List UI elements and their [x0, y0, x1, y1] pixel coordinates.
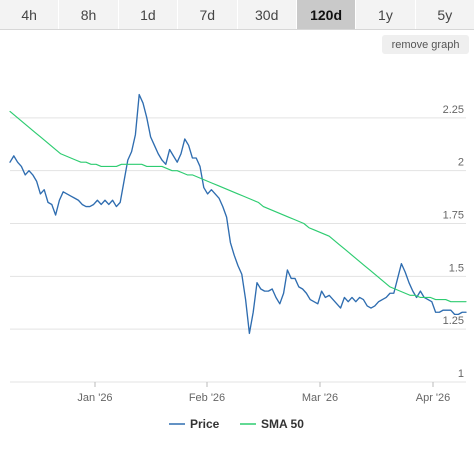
- tab-120d[interactable]: 120d: [296, 0, 357, 29]
- y-tick-label: 1: [458, 368, 464, 380]
- tab-30d[interactable]: 30d: [238, 0, 297, 29]
- sma-50-line: [9, 110, 467, 303]
- price-chart: 1 1.25 1.5 1.75 2 2.25 Jan '26 Feb '26 Mar '26 Ap…: [0, 55, 474, 455]
- y-tick-label: 2.25: [443, 104, 464, 116]
- x-tick-label: Jan '26: [77, 392, 112, 404]
- tab-1y[interactable]: 1y: [356, 0, 416, 29]
- legend-label-price[interactable]: Price: [190, 417, 220, 431]
- x-tick-label: Feb '26: [189, 392, 225, 404]
- tab-4h[interactable]: 4h: [0, 0, 60, 29]
- remove-graph-button[interactable]: remove graph: [382, 35, 469, 54]
- tab-5y[interactable]: 5y: [437, 6, 453, 23]
- x-tick-label: Mar '26: [302, 392, 338, 404]
- tab-8h[interactable]: 8h: [59, 0, 119, 29]
- legend-label-sma-50[interactable]: SMA 50: [261, 417, 304, 431]
- x-tick-label: Apr '26: [416, 392, 451, 404]
- y-tick-label: 1.5: [449, 262, 464, 274]
- y-tick-label: 1.25: [443, 315, 464, 327]
- chart-svg: 1 1.25 1.5 1.75 2 2.25 Jan '26 Feb '26 Mar '26 Ap…: [9, 93, 467, 431]
- tab-1d[interactable]: 1d: [119, 0, 179, 29]
- timeframe-tabs: 4h 8h 1d 7d 30d 120d 1y 5y: [0, 0, 474, 30]
- tab-7d[interactable]: 7d: [178, 0, 238, 29]
- y-tick-label: 2: [458, 157, 464, 169]
- y-tick-label: 1.75: [443, 210, 464, 222]
- price-line: [9, 93, 467, 335]
